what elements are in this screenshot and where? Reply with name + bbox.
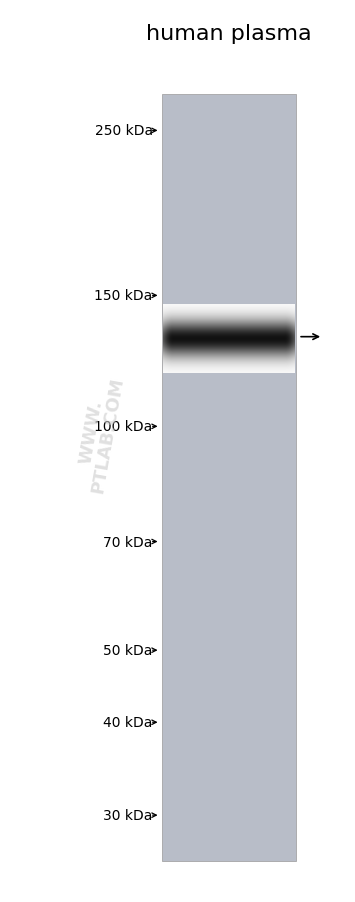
Text: 30 kDa: 30 kDa bbox=[103, 808, 153, 823]
Text: 40 kDa: 40 kDa bbox=[103, 715, 153, 730]
Text: 50 kDa: 50 kDa bbox=[103, 643, 153, 658]
Text: 250 kDa: 250 kDa bbox=[94, 124, 153, 138]
Text: WWW.
PTLAB.COM: WWW. PTLAB.COM bbox=[72, 373, 127, 493]
Text: 70 kDa: 70 kDa bbox=[103, 535, 153, 549]
Text: 100 kDa: 100 kDa bbox=[94, 419, 153, 434]
Text: human plasma: human plasma bbox=[146, 24, 312, 44]
Text: 150 kDa: 150 kDa bbox=[94, 289, 153, 303]
Bar bbox=[162, 95, 296, 861]
